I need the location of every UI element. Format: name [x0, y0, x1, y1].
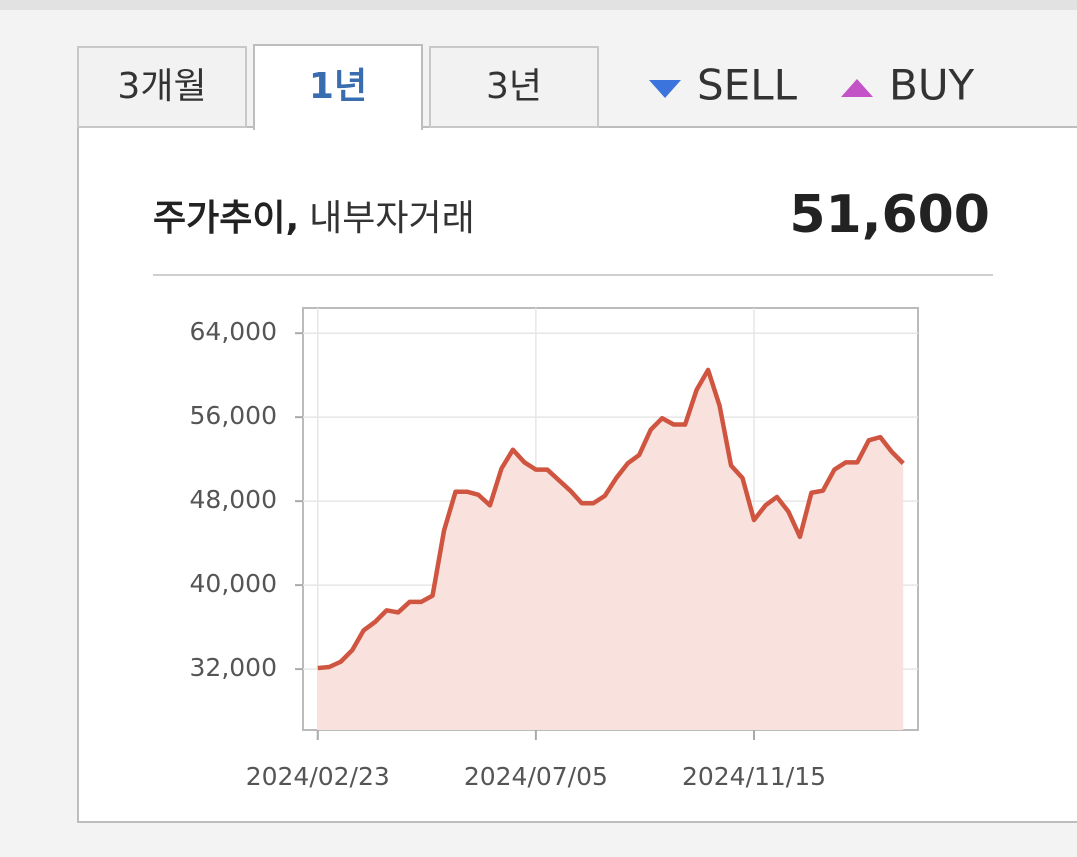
tab-bg — [429, 46, 599, 128]
legend-label: BUY — [889, 61, 975, 110]
legend: SELL BUY — [649, 61, 975, 110]
y-tick-label: 48,000 — [190, 485, 277, 514]
chart: 32,000 40,000 48,000 56,000 64,000 2024/02/23… — [190, 307, 919, 791]
top-strip — [0, 0, 1077, 10]
y-tick-label: 64,000 — [190, 317, 277, 346]
tab[interactable]: 3개월 — [77, 46, 247, 128]
header-subtitle: 내부자거래 — [309, 198, 475, 239]
line — [317, 367, 905, 671]
header-title: 주가추이, — [153, 198, 299, 239]
tab-cover — [255, 120, 421, 130]
tab-bg — [77, 46, 247, 128]
tab[interactable]: 3년 — [429, 46, 599, 128]
y-tick-label: 40,000 — [190, 569, 277, 598]
header: 주가추이, 내부자거래 — [153, 198, 475, 239]
tab-label[interactable]: 3년 — [486, 66, 542, 107]
tab[interactable]: 1년 — [253, 44, 423, 130]
y-tick-label: 56,000 — [190, 401, 277, 430]
x-tick-label: 2024/02/23 — [246, 762, 390, 791]
tab-bar: 3개월 1년 3년 — [77, 44, 599, 130]
legend-marker — [841, 79, 873, 97]
price: 51,600 — [789, 185, 990, 245]
area — [317, 369, 904, 730]
y-tick-label: 32,000 — [190, 653, 277, 682]
tab-label[interactable]: 3개월 — [117, 66, 206, 107]
x-tick-label: 2024/07/05 — [464, 762, 608, 791]
tab-label[interactable]: 1년 — [309, 66, 367, 107]
x-tick-label: 2024/11/15 — [682, 762, 826, 791]
legend-label: SELL — [697, 61, 798, 110]
legend-marker — [649, 80, 681, 98]
